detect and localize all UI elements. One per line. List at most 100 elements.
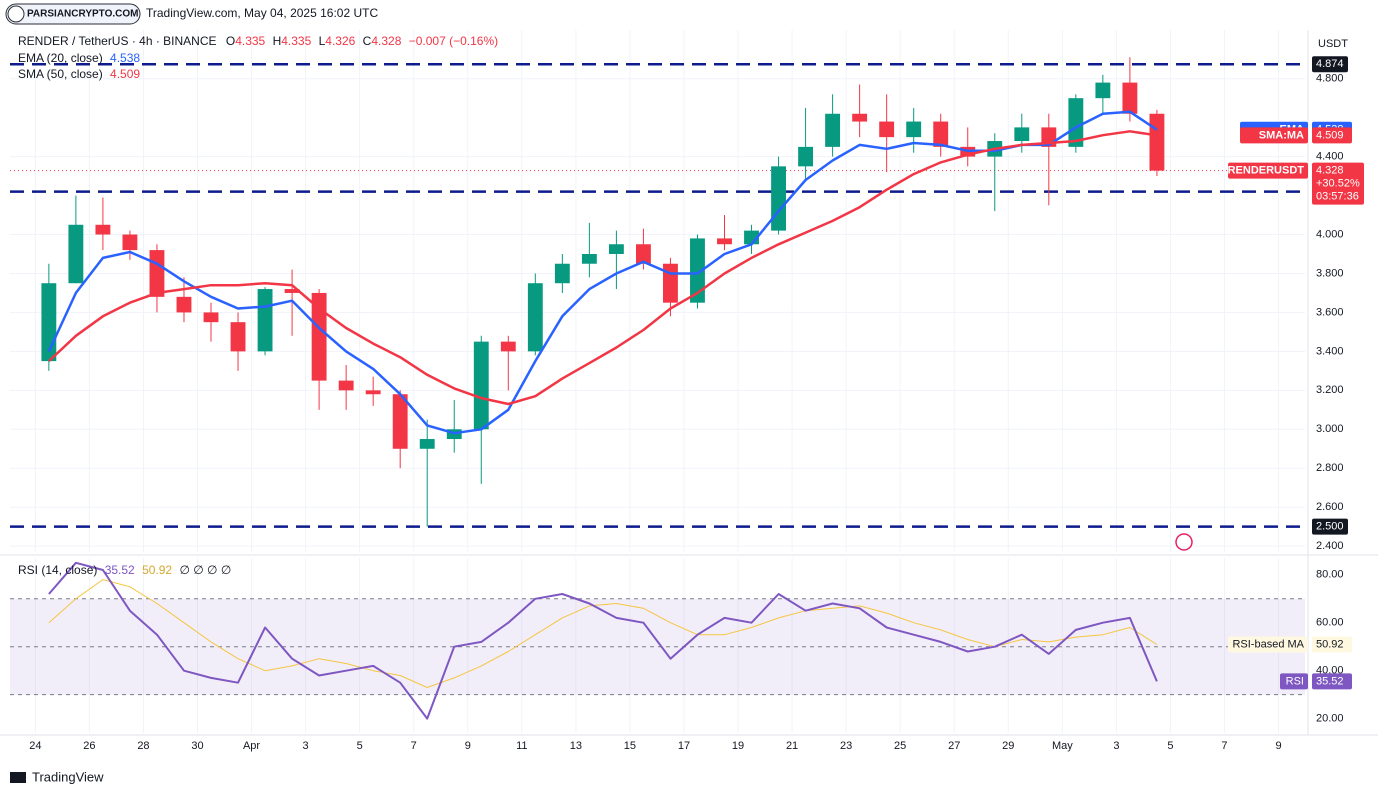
series-line bbox=[47, 110, 1158, 435]
candle-body bbox=[230, 322, 246, 352]
candle-body bbox=[879, 121, 895, 138]
level-label-box bbox=[1312, 518, 1348, 535]
x-tick-label: 3 bbox=[303, 740, 309, 752]
rsi-axis-name: RSI bbox=[1286, 675, 1304, 687]
candle-body bbox=[1122, 82, 1138, 114]
x-tick-label: 19 bbox=[732, 740, 744, 752]
x-tick-label: 15 bbox=[624, 740, 636, 752]
series-value: 4.538 bbox=[110, 51, 140, 65]
overlay: RENDER / TetherUS · 4h · BINANCE O4.335 … bbox=[10, 34, 1348, 784]
currency: USDT bbox=[1318, 38, 1348, 50]
x-tick-label: May bbox=[1052, 740, 1073, 752]
y-tick-label: 3.600 bbox=[1316, 306, 1344, 318]
candle-body bbox=[581, 253, 597, 264]
candle-body bbox=[635, 244, 651, 264]
plot bbox=[10, 30, 1305, 733]
x-tick-label: 28 bbox=[137, 740, 149, 752]
price-legend: RENDER / TetherUS · 4h · BINANCE O4.335 … bbox=[18, 34, 498, 48]
price-countdown: 03:57:36 bbox=[1316, 191, 1359, 203]
candle-body bbox=[1095, 82, 1111, 99]
candle-body bbox=[663, 263, 678, 303]
x-tick-label: 26 bbox=[83, 740, 95, 752]
series-axis-tag bbox=[1240, 127, 1308, 144]
candle-body bbox=[771, 166, 786, 231]
ohlc-label: O bbox=[226, 34, 235, 48]
y-tick-label: 4.000 bbox=[1316, 228, 1344, 240]
rsi-axis-name: RSI-based MA bbox=[1232, 638, 1304, 650]
candle-body bbox=[527, 283, 543, 352]
candle-body bbox=[500, 341, 516, 352]
rsi-title: RSI (14, close) bbox=[18, 563, 97, 577]
rsi-ma-value: 50.92 bbox=[142, 563, 172, 577]
series-name: EMA (20, close) bbox=[18, 51, 103, 65]
x-tick-label: 3 bbox=[1113, 740, 1119, 752]
watermark: PARSIANCRYPTO.COM TradingView.com, May 0… bbox=[5, 3, 378, 25]
rsi-tick-label: 80.00 bbox=[1316, 569, 1344, 581]
y-tick-label: 3.400 bbox=[1316, 345, 1344, 357]
candle-body bbox=[608, 244, 624, 254]
candle-body bbox=[717, 238, 732, 245]
rsi-axis-value: 35.52 bbox=[1316, 675, 1344, 687]
x-tick-label: 7 bbox=[411, 740, 417, 752]
grid bbox=[10, 30, 1305, 733]
footer-logo: TradingView bbox=[10, 769, 104, 784]
candle-body bbox=[311, 292, 327, 381]
alert-icon[interactable] bbox=[1175, 533, 1193, 551]
footer-text: TradingView bbox=[32, 769, 104, 784]
candle-body bbox=[392, 394, 408, 449]
candle-body bbox=[798, 146, 814, 167]
x-tick-label: 9 bbox=[465, 740, 471, 752]
candle-body bbox=[176, 296, 192, 313]
candle-body bbox=[203, 312, 219, 323]
y-tick-label: 3.800 bbox=[1316, 267, 1344, 279]
watermark-badge bbox=[5, 3, 141, 25]
candle-body bbox=[122, 234, 138, 251]
x-tick-label: 24 bbox=[29, 740, 41, 752]
candle-body bbox=[284, 289, 300, 293]
y-tick-label: 3.200 bbox=[1316, 384, 1344, 396]
ohlc-value: 4.326 bbox=[325, 34, 355, 48]
x-tick-label: 9 bbox=[1275, 740, 1281, 752]
candle-body bbox=[852, 113, 868, 122]
rsi-tick-label: 60.00 bbox=[1316, 617, 1344, 629]
price-tag bbox=[1228, 162, 1308, 179]
x-tick-label: 13 bbox=[570, 740, 582, 752]
y-tick-label: 3.000 bbox=[1316, 423, 1344, 435]
x-tick-label: 11 bbox=[516, 740, 527, 752]
symbol-title: RENDER / TetherUS · 4h · BINANCE bbox=[18, 34, 217, 48]
level-label: 4.874 bbox=[1316, 58, 1344, 70]
watermark-icon bbox=[7, 5, 25, 23]
candle-body bbox=[1068, 98, 1084, 147]
y-tick-label: 4.800 bbox=[1316, 73, 1344, 85]
source: TradingView.com, May 04, 2025 16:02 UTC bbox=[146, 6, 378, 20]
watermark-text: PARSIANCRYPTO.COM bbox=[27, 9, 139, 20]
series-line bbox=[48, 561, 1158, 720]
candle-body bbox=[825, 113, 841, 147]
series-axis-name: SMA:MA bbox=[1259, 129, 1304, 141]
ohlc-label: C bbox=[363, 34, 372, 48]
rsi-value: 35.52 bbox=[105, 563, 135, 577]
candle-body bbox=[365, 390, 381, 395]
level-label: 2.500 bbox=[1316, 521, 1344, 533]
y-tick-label: 2.400 bbox=[1316, 540, 1344, 552]
candle-body bbox=[1014, 127, 1030, 142]
ohlc-value: 4.335 bbox=[281, 34, 311, 48]
rsi-axis-box bbox=[1312, 636, 1352, 653]
rsi-extra: ∅ ∅ ∅ ∅ bbox=[179, 563, 231, 577]
footer-icon bbox=[10, 772, 26, 783]
ohlc-label: H bbox=[273, 34, 282, 48]
series-name: SMA (50, close) bbox=[18, 67, 103, 81]
change: −0.007 (−0.16%) bbox=[409, 34, 498, 48]
series-value: 4.509 bbox=[110, 67, 140, 81]
x-tick-label: 25 bbox=[894, 740, 906, 752]
price-box bbox=[1312, 162, 1364, 205]
candle-body bbox=[149, 250, 165, 297]
rsi-tick-label: 20.00 bbox=[1316, 713, 1344, 725]
candle-body bbox=[933, 121, 949, 147]
candle-body bbox=[473, 341, 489, 430]
rsi-axis-value: 50.92 bbox=[1316, 638, 1344, 650]
candle-body bbox=[554, 263, 570, 284]
x-tick-label: 17 bbox=[678, 740, 690, 752]
x-tick-label: 7 bbox=[1221, 740, 1227, 752]
